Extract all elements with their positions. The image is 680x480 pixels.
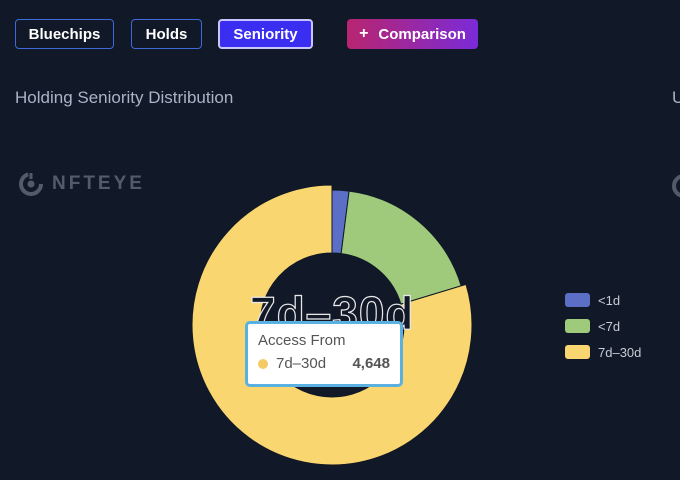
legend-item[interactable]: 7d–30d	[565, 339, 641, 365]
legend-item[interactable]: <1d	[565, 287, 641, 313]
legend: <1d <7d 7d–30d	[565, 287, 641, 365]
donut-slice[interactable]	[340, 190, 462, 305]
legend-label: <1d	[598, 292, 621, 308]
tooltip-row: 7d–30d 4,648	[258, 355, 390, 372]
tab-bluechips[interactable]: Bluechips	[15, 19, 114, 49]
next-section-title-fragment: U	[672, 88, 680, 107]
legend-label: <7d	[598, 318, 621, 334]
legend-swatch	[565, 293, 590, 307]
tab-seniority[interactable]: Seniority	[218, 19, 313, 49]
comparison-label: Comparison	[378, 25, 466, 43]
nfteye-logo-icon	[672, 174, 680, 198]
legend-swatch	[565, 319, 590, 333]
tooltip-value: 4,648	[352, 355, 390, 372]
tooltip-title: Access From	[258, 332, 346, 349]
nfteye-logo-icon	[19, 172, 43, 196]
watermark: NFTEYE	[18, 171, 145, 197]
legend-swatch	[565, 345, 590, 359]
comparison-button[interactable]: + Comparison	[347, 19, 478, 49]
section-title: Holding Seniority Distribution	[15, 88, 234, 107]
plus-icon: +	[359, 25, 369, 42]
tooltip: Access From 7d–30d 4,648	[245, 321, 403, 387]
watermark-text: NFTEYE	[52, 173, 145, 194]
tooltip-dot	[258, 358, 268, 369]
donut-slice[interactable]	[191, 184, 473, 466]
tab-holds[interactable]: Holds	[131, 19, 202, 49]
legend-item[interactable]: <7d	[565, 313, 641, 339]
tooltip-series-name: 7d–30d	[276, 355, 327, 372]
legend-label: 7d–30d	[598, 344, 642, 360]
